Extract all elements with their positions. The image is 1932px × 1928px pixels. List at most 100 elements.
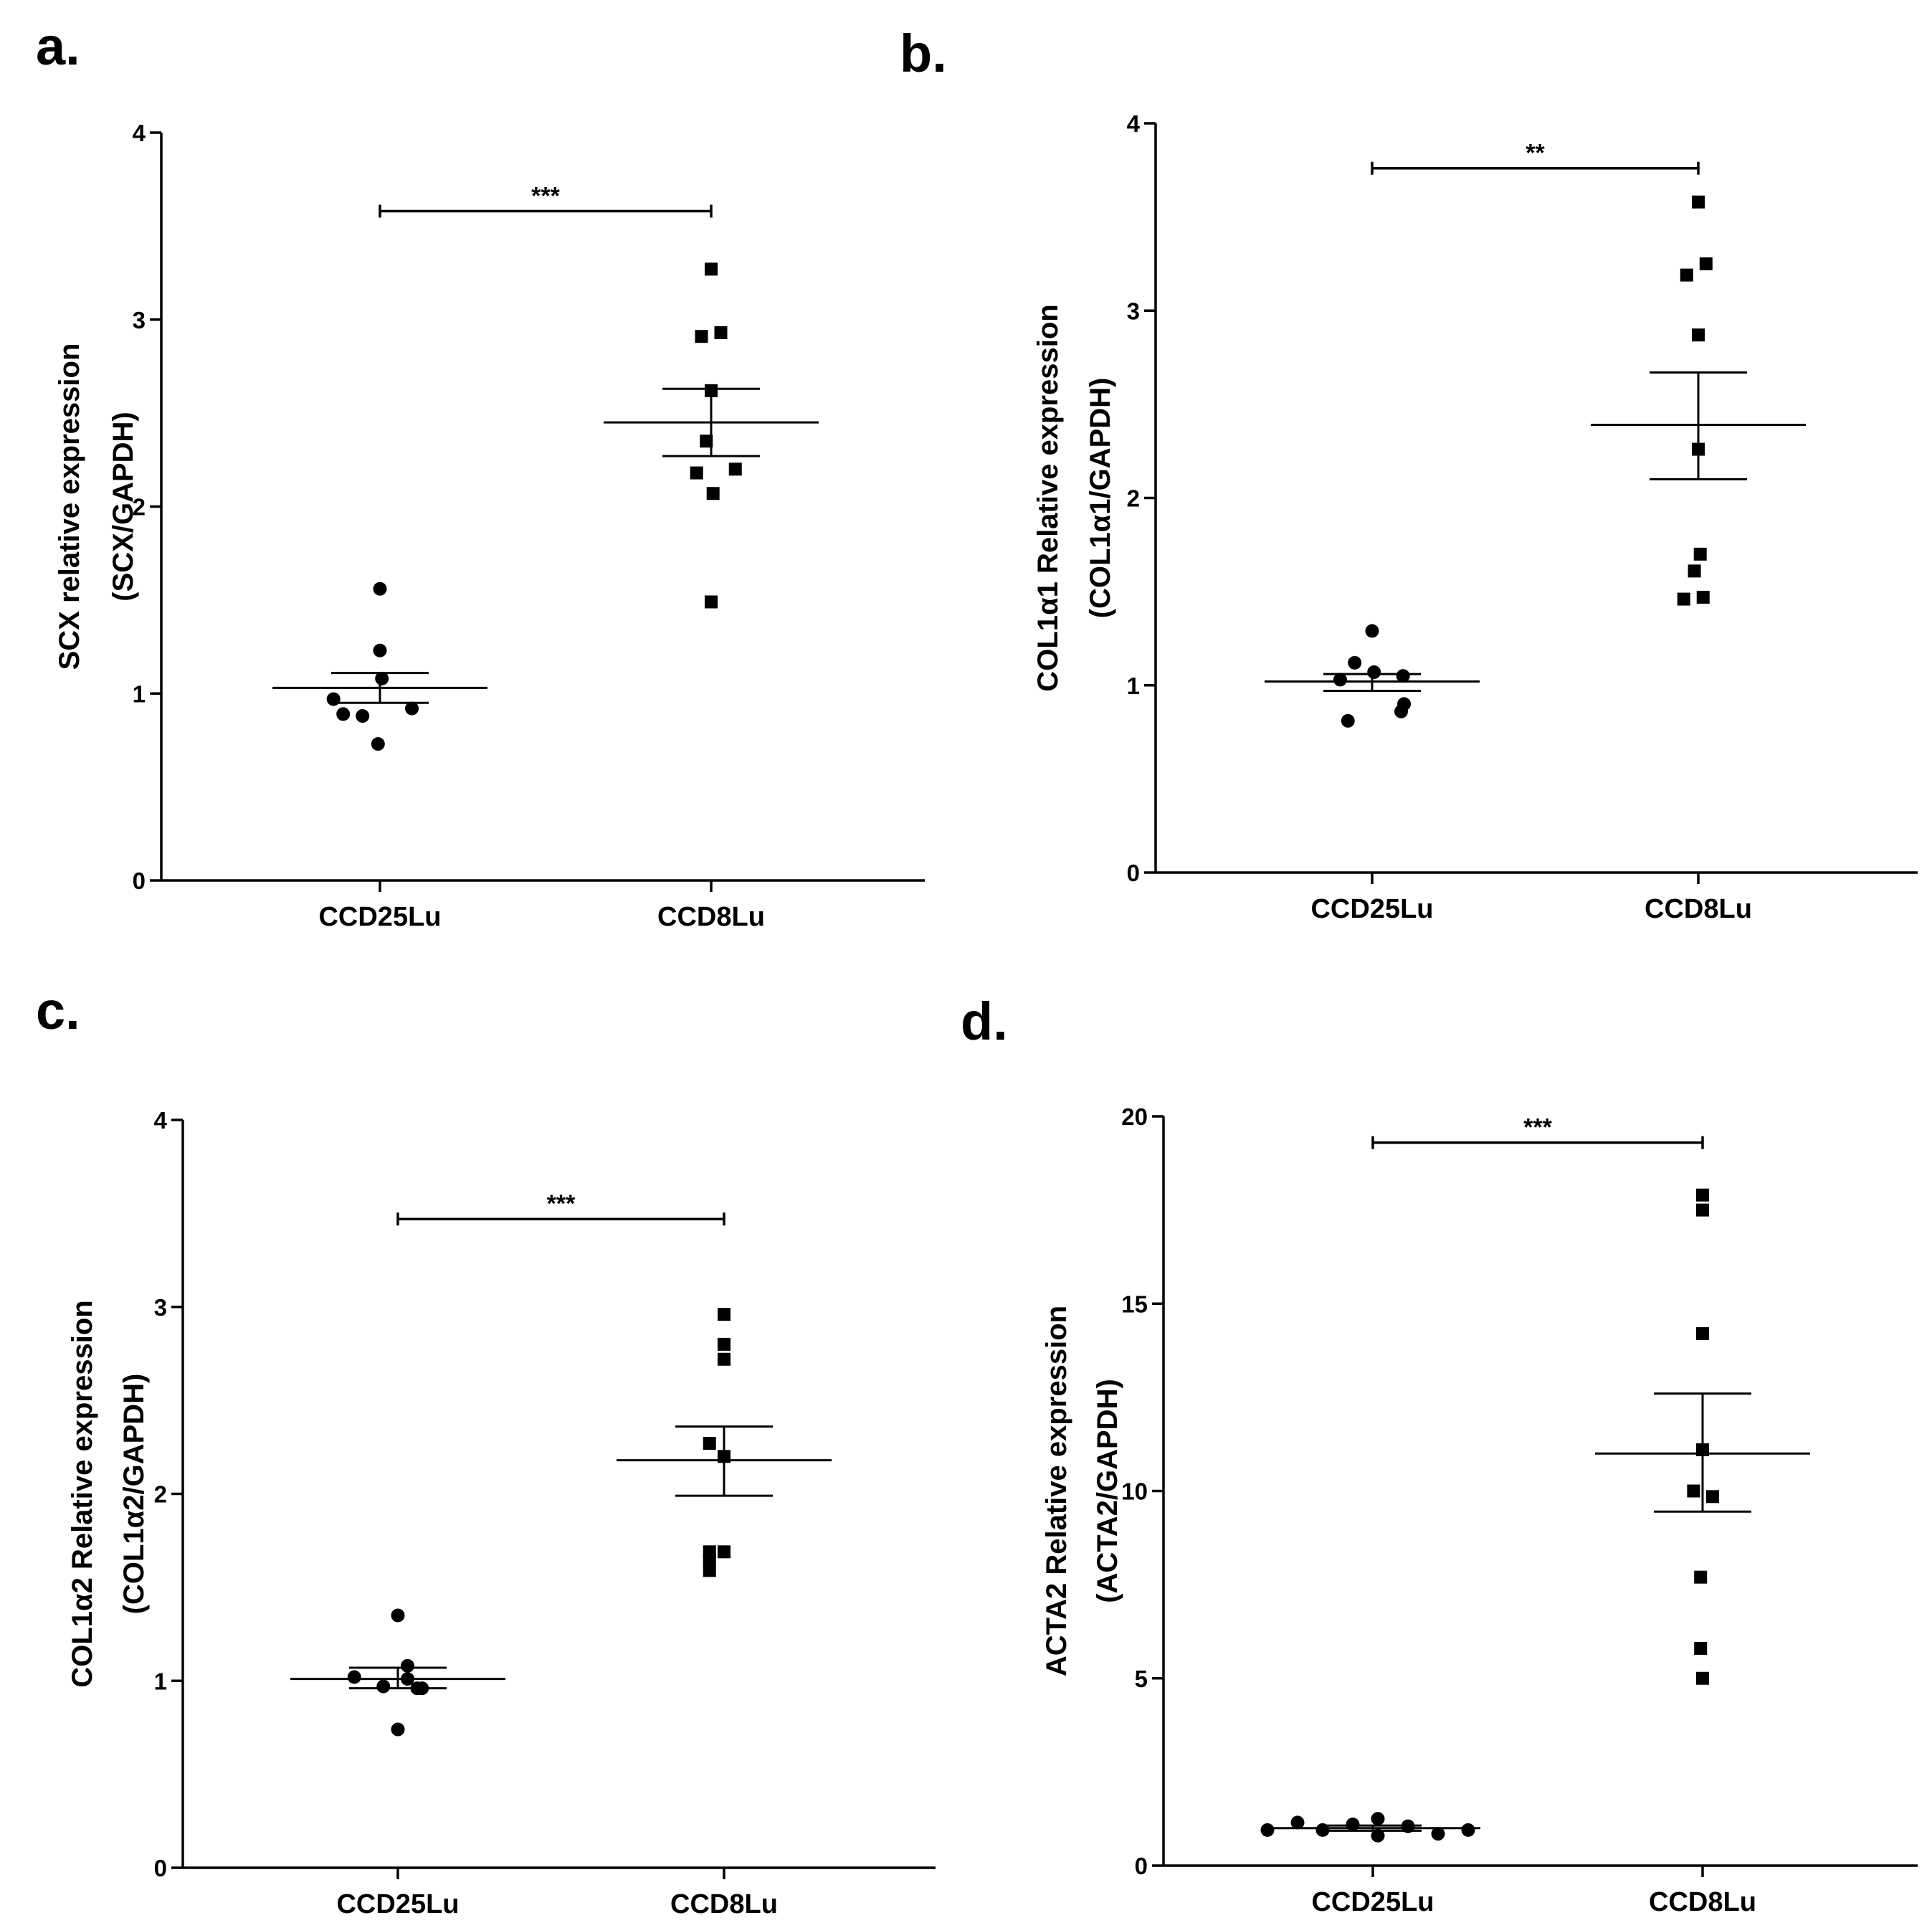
y-axis-label: COL1α1 Relative expression	[1032, 304, 1064, 691]
data-point-circle	[1371, 1812, 1385, 1826]
data-point-circle	[375, 671, 389, 685]
panel-d: d. 0 5 10 15 20 CCD25Lu CCD8Lu ACTA2 Relative ex…	[961, 992, 1918, 1917]
data-point-square	[1693, 547, 1707, 561]
y-tick-label: 15	[1121, 1291, 1148, 1317]
data-point-circle	[347, 1670, 361, 1684]
panel-c: c. 0 1 2 3 4 CCD25Lu CCD8Lu COL1α2 Relative expr…	[36, 981, 936, 1919]
data-point-circle	[376, 1679, 391, 1694]
data-point-circle	[1315, 1823, 1330, 1837]
x-tick-label: CCD25Lu	[1310, 894, 1433, 924]
y-tick-label: 0	[133, 868, 146, 894]
y-tick-label: 5	[1135, 1666, 1148, 1692]
y-tick-label: 4	[154, 1107, 168, 1134]
data-point-square	[706, 487, 720, 500]
panel-a: a. 0 1 2 3 4 CCD25Lu CCD8Lu SCX relative express…	[36, 16, 925, 932]
data-point-circle	[373, 581, 387, 596]
y-axis-label: (SCX/GAPDH)	[108, 412, 139, 601]
data-point-square	[705, 262, 718, 276]
data-point-circle	[1371, 1828, 1385, 1843]
data-point-square	[1706, 1490, 1719, 1504]
data-point-square	[718, 1352, 731, 1366]
data-point-square	[1692, 195, 1705, 209]
data-point-square	[718, 1308, 731, 1321]
data-point-square	[695, 330, 708, 343]
data-point-square	[1699, 257, 1713, 270]
data-point-circle	[1396, 669, 1410, 683]
significance-label: **	[1526, 140, 1545, 167]
y-axis-label: (ACTA2/GAPDH)	[1092, 1379, 1123, 1603]
x-tick-label: CCD8Lu	[670, 1889, 778, 1919]
significance-label: ***	[1523, 1114, 1552, 1141]
y-tick-label: 4	[1127, 110, 1141, 137]
data-point-square	[1688, 564, 1701, 578]
data-point-circle	[1367, 665, 1381, 679]
y-tick-label: 2	[154, 1481, 167, 1508]
y-axis-label: SCX relative expression	[54, 343, 85, 670]
data-point-square	[705, 595, 718, 609]
data-point-square	[728, 462, 742, 476]
data-point-circle	[1431, 1827, 1445, 1841]
data-point-circle	[405, 701, 419, 716]
data-point-circle	[391, 1608, 405, 1623]
data-point-circle	[356, 709, 370, 723]
data-point-circle	[373, 643, 387, 657]
data-point-square	[1696, 1327, 1709, 1341]
y-tick-label: 2	[133, 494, 146, 521]
data-point-circle	[1333, 673, 1347, 687]
data-point-square	[1687, 1484, 1700, 1498]
y-axis-label: COL1α2 Relative expression	[67, 1300, 98, 1687]
data-point-circle	[1290, 1815, 1305, 1830]
x-tick-label: CCD8Lu	[657, 902, 765, 932]
data-point-circle	[391, 1722, 405, 1737]
data-point-circle	[1341, 713, 1355, 728]
data-point-circle	[1365, 624, 1379, 638]
panel-label: b.	[900, 24, 947, 83]
data-point-square	[1677, 592, 1690, 606]
y-tick-label: 20	[1121, 1103, 1148, 1130]
panel-label: d.	[961, 992, 1008, 1051]
data-point-square	[1694, 1641, 1708, 1655]
significance-label: ***	[547, 1190, 576, 1217]
y-tick-label: 2	[1127, 485, 1140, 512]
x-tick-label: CCD25Lu	[1311, 1887, 1434, 1917]
significance-label: ***	[531, 183, 560, 210]
x-tick-label: CCD8Lu	[1645, 894, 1752, 924]
y-tick-label: 0	[1135, 1853, 1148, 1879]
data-point-circle	[1394, 704, 1408, 718]
panel-label: c.	[36, 981, 80, 1040]
y-tick-label: 3	[154, 1294, 167, 1321]
data-point-circle	[1348, 655, 1362, 670]
data-point-square	[714, 326, 728, 340]
y-axis-label: (COL1α2/GAPDH)	[118, 1374, 150, 1615]
x-tick-label: CCD25Lu	[336, 1889, 459, 1919]
data-point-square	[1680, 268, 1693, 282]
panel-label: a.	[36, 16, 80, 76]
y-tick-label: 10	[1121, 1478, 1148, 1505]
y-tick-label: 4	[133, 120, 146, 146]
data-point-square	[690, 466, 703, 480]
data-point-square	[718, 1545, 731, 1559]
data-point-square	[1696, 1188, 1709, 1202]
x-tick-label: CCD25Lu	[318, 902, 441, 932]
y-tick-label: 0	[154, 1855, 167, 1881]
x-tick-label: CCD8Lu	[1649, 1887, 1756, 1917]
data-point-square	[703, 1564, 716, 1577]
data-point-square	[703, 1437, 716, 1450]
data-point-circle	[336, 707, 351, 721]
data-point-circle	[371, 737, 385, 751]
data-point-circle	[1260, 1823, 1275, 1837]
y-axis-label: (COL1α1/GAPDH)	[1085, 378, 1116, 619]
y-tick-label: 1	[1127, 673, 1140, 699]
data-point-square	[1694, 1570, 1708, 1584]
y-tick-label: 1	[154, 1668, 167, 1694]
y-tick-label: 0	[1127, 860, 1140, 886]
y-axis-label: ACTA2 Relative expression	[1041, 1306, 1072, 1676]
panel-b: b. 0 1 2 3 4 CCD25Lu CCD8Lu COL1α1 Relative expr…	[900, 24, 1918, 924]
data-point-square	[718, 1337, 731, 1351]
data-point-square	[1696, 590, 1710, 604]
data-point-square	[1692, 328, 1705, 342]
y-tick-label: 3	[133, 307, 146, 333]
y-tick-label: 3	[1127, 298, 1140, 324]
data-point-square	[703, 1552, 716, 1566]
